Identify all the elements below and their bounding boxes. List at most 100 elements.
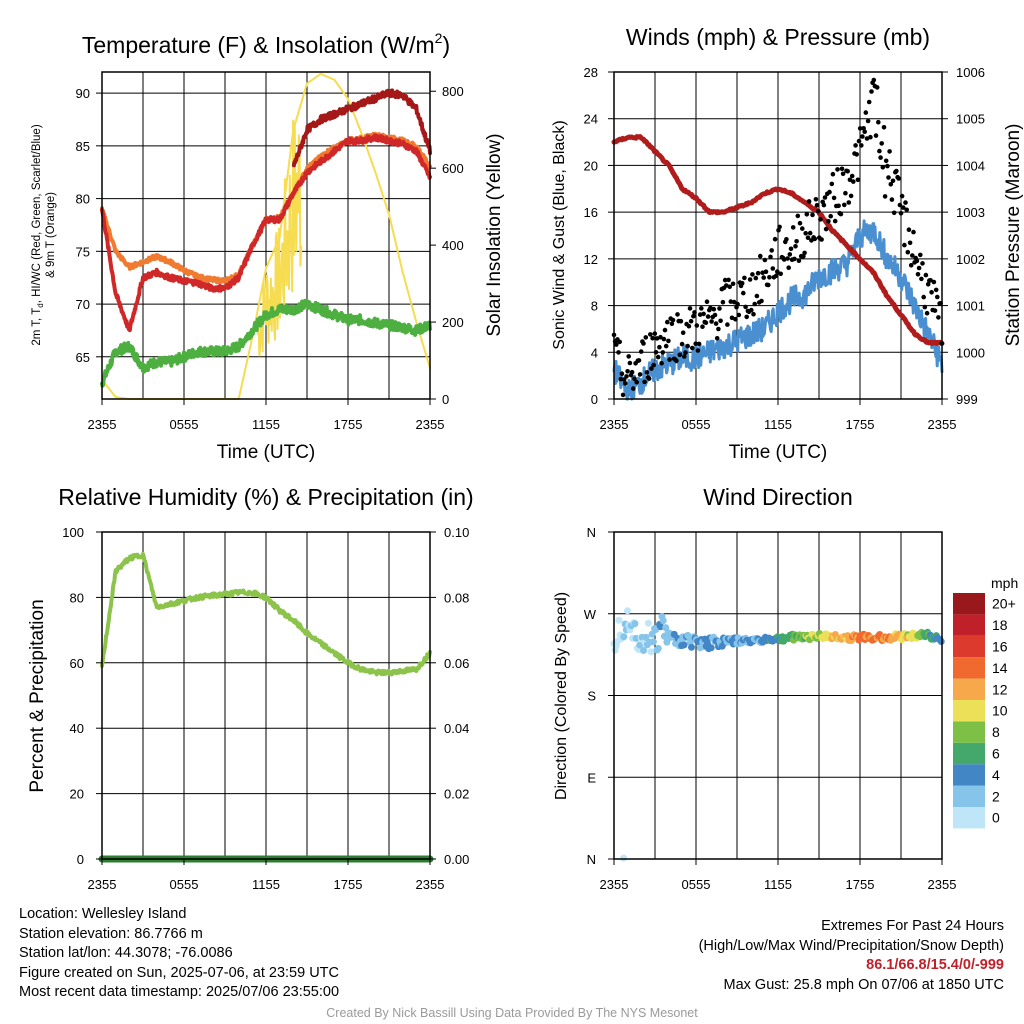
gust-point: [878, 155, 883, 160]
gust-point: [648, 332, 653, 337]
gust-point: [616, 350, 621, 355]
gust-point: [821, 202, 827, 208]
dewpoint-line: [100, 298, 432, 388]
gust-point: [704, 299, 710, 305]
winds-grid: [614, 72, 942, 399]
direction-point: [688, 643, 695, 651]
gust-point: [818, 217, 823, 222]
gust-point: [726, 277, 731, 283]
gust-point: [679, 341, 685, 347]
gust-point: [871, 77, 877, 83]
gust-point: [795, 213, 801, 219]
wind-direction-grid: [614, 531, 942, 860]
gust-point: [910, 253, 915, 258]
gust-point: [638, 349, 644, 354]
gust-point: [882, 194, 888, 199]
humidity-x-ticks: 2355 0555 1155 1755 2355: [88, 859, 445, 892]
x-tick-label: 2355: [928, 417, 957, 432]
gust-point: [903, 200, 908, 205]
gust-point: [925, 282, 931, 287]
gust-point: [733, 316, 738, 322]
x-tick-label: 0555: [682, 417, 711, 432]
temperature-right-ticks: 0 200 400 600 800: [430, 84, 464, 407]
y-tick-label: 0: [591, 392, 598, 407]
y-tick-label: 100: [62, 525, 84, 540]
gust-point: [727, 284, 732, 290]
gust-point: [838, 211, 844, 217]
gust-point: [694, 323, 700, 328]
direction-point: [624, 607, 631, 615]
gust-point: [890, 178, 896, 184]
gust-point: [887, 149, 892, 154]
gust-point: [855, 177, 861, 183]
winds-x-ticks: 2355 0555 1155 1755 2355: [600, 399, 957, 432]
gust-point: [932, 308, 938, 313]
gust-point: [700, 324, 705, 330]
gust-point: [788, 246, 794, 252]
gust-point: [826, 219, 831, 224]
winds-panel-title: Winds (mph) & Pressure (mb): [626, 24, 930, 50]
y2-tick-label: 0: [442, 392, 449, 407]
gust-point: [651, 362, 656, 368]
gust-point: [874, 85, 880, 90]
direction-point: [640, 647, 647, 654]
x-tick-label: 1755: [334, 417, 363, 432]
gust-point: [815, 208, 821, 214]
gust-point: [767, 275, 772, 280]
x-tick-label: 2355: [416, 877, 445, 892]
gust-point: [859, 143, 864, 148]
winds-series: [611, 77, 945, 401]
temperature-right-axis-label: Solar Insolation (Yellow): [484, 133, 505, 336]
gust-point: [819, 237, 824, 242]
gust-point: [846, 200, 852, 205]
gust-point: [614, 342, 619, 347]
x-tick-label: 1755: [334, 877, 363, 892]
gust-point: [813, 197, 819, 202]
gust-point: [716, 326, 721, 332]
temperature-x-ticks: 2355 0555 1155 1755 2355: [88, 399, 444, 432]
colorbar-swatch: [953, 614, 985, 636]
gust-point: [699, 306, 704, 311]
gust-point: [805, 235, 811, 240]
station-info: Location: Wellesley Island Station eleva…: [19, 905, 339, 1003]
gust-point: [667, 357, 672, 362]
gust-point: [763, 269, 769, 275]
relative-humidity-line: [100, 552, 432, 677]
x-tick-label: 1155: [764, 417, 792, 432]
x-tick-label: 0555: [682, 877, 711, 892]
gust-point: [769, 248, 774, 253]
gust-point: [812, 236, 818, 242]
gust-point: [904, 207, 909, 213]
wind-direction-points: [610, 607, 945, 862]
temperature-grid: [102, 72, 430, 399]
gust-point: [823, 226, 829, 232]
gust-point: [657, 344, 662, 350]
gust-point: [659, 360, 664, 366]
gust-point: [881, 125, 887, 130]
gust-point: [856, 138, 862, 144]
winds-left-ticks: 0 4 8 12 16 20 24 28: [584, 65, 614, 407]
gust-point: [762, 257, 768, 263]
colorbar-label: 14: [992, 660, 1008, 676]
y2-tick-label: 600: [442, 161, 464, 176]
colorbar-label: 8: [992, 724, 1000, 740]
y-tick-label: 20: [584, 158, 598, 173]
gust-point: [682, 354, 687, 359]
gust-point: [670, 317, 676, 323]
gust-point: [810, 212, 815, 218]
y2-tick-label: 1004: [956, 158, 985, 173]
humidity-left-ticks: 0 20 40 60 80 100: [62, 525, 102, 867]
y2-tick-label: 0.02: [444, 787, 469, 802]
gust-point: [807, 230, 813, 236]
winds-right-ticks: 999 1000 1001 1002 1003 1004 1005 1006: [942, 65, 985, 407]
gust-point: [749, 307, 754, 313]
gust-point: [770, 266, 776, 271]
gust-point: [883, 158, 889, 164]
x-tick-label: 1755: [846, 417, 875, 432]
gust-point: [902, 242, 907, 248]
gust-point: [787, 252, 793, 257]
gust-point: [777, 224, 782, 230]
y-tick-label: 40: [70, 721, 84, 736]
gust-point: [899, 193, 905, 199]
gust-point: [905, 249, 911, 255]
